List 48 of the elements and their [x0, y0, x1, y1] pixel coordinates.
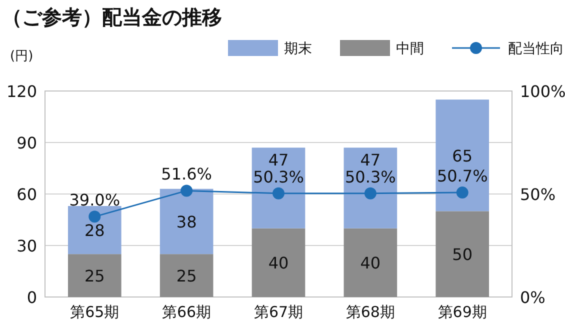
- bar: [252, 228, 306, 297]
- y-tick-label: 60: [16, 185, 37, 204]
- data-label: 50.7%: [436, 166, 488, 186]
- y-axis-title: (円): [10, 49, 34, 64]
- x-tick-label: 第67期: [254, 303, 304, 321]
- chart-title: （ご参考）配当金の推移: [2, 5, 222, 29]
- data-label: 47: [268, 150, 289, 170]
- data-label: 47: [360, 150, 381, 170]
- y2-tick-label: 0%: [520, 288, 546, 307]
- data-label: 40: [360, 254, 381, 273]
- point: [456, 186, 468, 199]
- data-label: 25: [176, 266, 197, 286]
- point: [180, 184, 193, 197]
- y-tick-label: 120: [6, 82, 37, 101]
- y2-tick-label: 50%: [520, 185, 556, 204]
- legend-label: 期末: [284, 41, 312, 57]
- data-label: 65: [452, 146, 473, 166]
- data-label: 51.6%: [161, 164, 212, 184]
- data-label: 25: [84, 266, 105, 286]
- y-tick-label: 90: [16, 134, 37, 152]
- legend-label: 配当性向: [508, 41, 564, 57]
- x-tick-label: 第65期: [70, 303, 120, 321]
- bar: [68, 254, 122, 297]
- x-tick-label: 第68期: [346, 303, 395, 321]
- bar: [160, 254, 214, 297]
- data-label: 50: [452, 245, 473, 264]
- point: [88, 210, 101, 223]
- x-tick-label: 第66期: [162, 303, 212, 321]
- legend-label: 中間: [396, 41, 424, 57]
- data-label: 39.0%: [69, 190, 120, 210]
- y-tick-label: 0: [26, 288, 37, 307]
- bar: [344, 148, 398, 228]
- y-tick-label: 30: [16, 236, 37, 256]
- bar: [436, 100, 490, 212]
- data-label: 40: [268, 254, 289, 273]
- data-label: 50.3%: [345, 167, 396, 186]
- bar: [344, 228, 398, 297]
- bar: [68, 206, 122, 254]
- bar: [252, 148, 306, 228]
- x-tick-label: 第69期: [438, 303, 487, 321]
- data-label: 28: [84, 221, 105, 240]
- data-label: 38: [176, 212, 197, 232]
- point: [364, 187, 376, 200]
- point: [272, 187, 284, 200]
- y2-tick-label: 100%: [520, 82, 565, 101]
- bar: [436, 211, 490, 297]
- data-label: 50.3%: [253, 167, 304, 186]
- bar: [160, 188, 214, 254]
